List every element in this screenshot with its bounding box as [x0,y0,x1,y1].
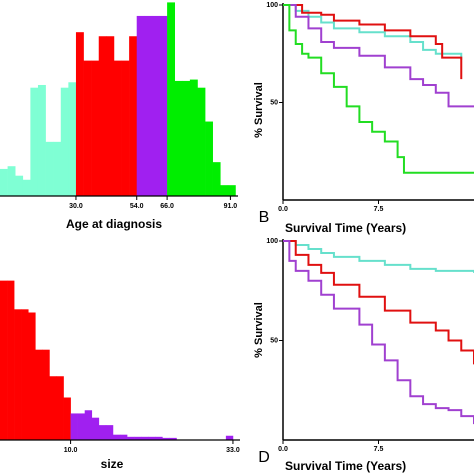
histogram-bar [77,413,86,440]
histogram-bar [120,434,128,440]
histogram-bar [127,436,135,440]
y-tick-label: 100 [266,2,278,9]
size-histogram-panel: 10.0 33.0 size [0,280,240,471]
histogram-bar [106,36,115,196]
histogram-bar [37,84,46,196]
panel-letter: D [258,449,270,466]
histogram-bar [14,309,22,440]
histogram-bar [35,349,43,440]
histogram-bar [225,435,234,440]
histogram-bar [151,15,160,196]
histogram-bar [56,376,64,440]
histogram-bar [53,141,62,196]
histogram-bar [113,60,122,196]
survival-curve-red [283,240,474,365]
histogram-bar [155,436,163,440]
survival-curve-purple [283,240,474,425]
x-axis-title: Survival Time (Years) [285,221,406,235]
y-tick-label: 50 [270,338,278,345]
x-tick-label: 10.0 [64,447,78,454]
histogram-bar [121,60,130,196]
y-axis-title: % Survival [253,82,265,138]
y-tick-label: 100 [266,238,278,245]
x-tick-label: 7.5 [374,446,384,453]
x-tick-label: 91.0 [224,203,238,210]
age-histogram-panel: 30.0 54.0 66.0 91.0 Age at diagnosis [0,2,238,231]
histogram-bar [68,82,77,196]
x-tick-label: 0.0 [278,446,288,453]
histogram-bar [0,168,8,196]
histogram-bar [169,437,177,440]
histogram-bar [205,121,213,196]
histogram-bar [189,79,198,196]
survival-curve-purple [283,4,474,108]
histogram-bar [15,175,24,196]
panel-letter: B [259,209,270,226]
x-axis-title: Survival Time (Years) [285,459,406,473]
x-axis-title: size [101,457,124,471]
histogram-bar [134,436,142,440]
x-tick-label: 0.0 [278,206,288,213]
y-axis-title: % Survival [253,302,265,358]
histogram-bar [30,87,39,196]
histogram-bar [49,376,57,440]
histogram-bar [220,185,229,196]
histogram-bar [227,185,236,196]
histogram-bar [63,397,71,440]
histogram-bar [129,36,138,196]
histogram-bar [105,425,114,440]
histogram-bar [167,2,176,197]
histogram-bar [42,349,50,440]
x-tick-label: 54.0 [130,203,144,210]
x-axis-title: Age at diagnosis [66,217,162,231]
histogram-bar [7,166,16,196]
x-tick-label: 30.0 [69,203,83,210]
histogram-bar [212,162,221,196]
histogram-bar [136,15,145,196]
x-tick-label: 7.5 [374,206,384,213]
histogram-bar [45,141,54,196]
histogram-bar [144,15,153,196]
histogram-bar [28,312,36,440]
histogram-bar [182,80,191,196]
histogram-bar [91,417,100,440]
survival-curve-cyan [283,240,474,273]
histogram-bar [70,413,78,440]
histogram-bar [141,436,149,440]
survival-curve-panel-b: 100 50 0.0 7.5 % Survival Survival Time (Year… [253,2,474,235]
histogram-bar [75,32,84,196]
x-tick-label: 66.0 [160,203,174,210]
histogram-bar [197,87,206,196]
survival-curve-panel-d: 100 50 0.0 7.5 % Survival Survival Time (Year… [253,238,474,473]
histogram-bar [0,280,8,440]
survival-curve-green [283,4,474,174]
histogram-bar [60,87,69,196]
histogram-bar [98,36,107,196]
histogram-bar [22,179,31,196]
y-tick-label: 50 [270,100,278,107]
histogram-bar [21,309,29,440]
histogram-bar [91,60,100,196]
histogram-bar [83,60,92,196]
histogram-bar [84,410,93,440]
x-tick-label: 33.0 [226,447,240,454]
histogram-bar [159,15,168,196]
histogram-bar [7,280,15,440]
histogram-bar [98,425,107,440]
survival-curve-red [283,4,463,80]
histogram-bar [174,80,183,196]
histogram-bar [112,434,121,440]
histogram-bar [148,436,156,440]
histogram-bar [162,437,170,440]
